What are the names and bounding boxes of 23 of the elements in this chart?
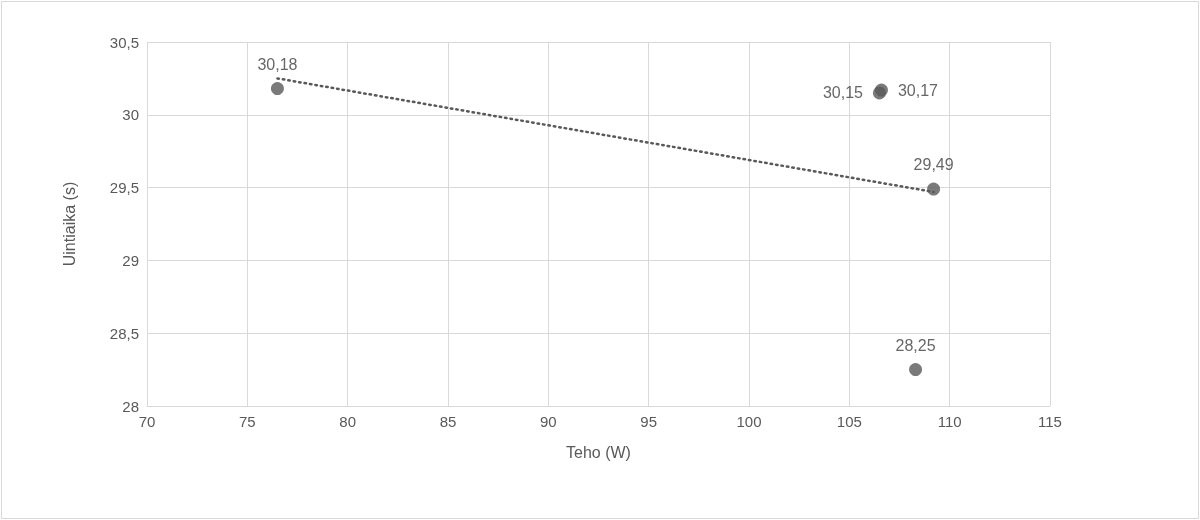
x-tick-label: 85 bbox=[439, 413, 457, 430]
data-label: 29,49 bbox=[913, 156, 954, 174]
x-tick-label: 90 bbox=[539, 413, 557, 430]
y-tick-label: 29 bbox=[122, 251, 139, 269]
x-tick-label: 80 bbox=[339, 413, 357, 430]
y-axis-title: Uintiaika (s) bbox=[60, 181, 78, 267]
y-tick-label: 30 bbox=[122, 106, 139, 124]
x-tick-label: 115 bbox=[1038, 413, 1062, 430]
x-tick-label: 110 bbox=[937, 413, 962, 430]
x-tick-label: 100 bbox=[736, 413, 762, 430]
x-tick-label: 70 bbox=[138, 413, 156, 430]
data-label: 30,15 bbox=[822, 84, 864, 102]
x-tick-label: 75 bbox=[238, 413, 256, 430]
x-tick-label: 105 bbox=[836, 413, 862, 430]
y-tick-label: 30,5 bbox=[109, 33, 139, 51]
data-label: 28,25 bbox=[895, 336, 936, 354]
data-label: 30,18 bbox=[257, 55, 298, 73]
y-tick-label: 28,5 bbox=[109, 324, 139, 342]
data-label: 30,17 bbox=[897, 81, 939, 99]
x-axis-title: Teho (W) bbox=[566, 443, 631, 461]
x-tick-label: 95 bbox=[640, 413, 658, 430]
y-tick-label: 28 bbox=[122, 397, 139, 415]
y-tick-label: 29,5 bbox=[109, 179, 139, 197]
